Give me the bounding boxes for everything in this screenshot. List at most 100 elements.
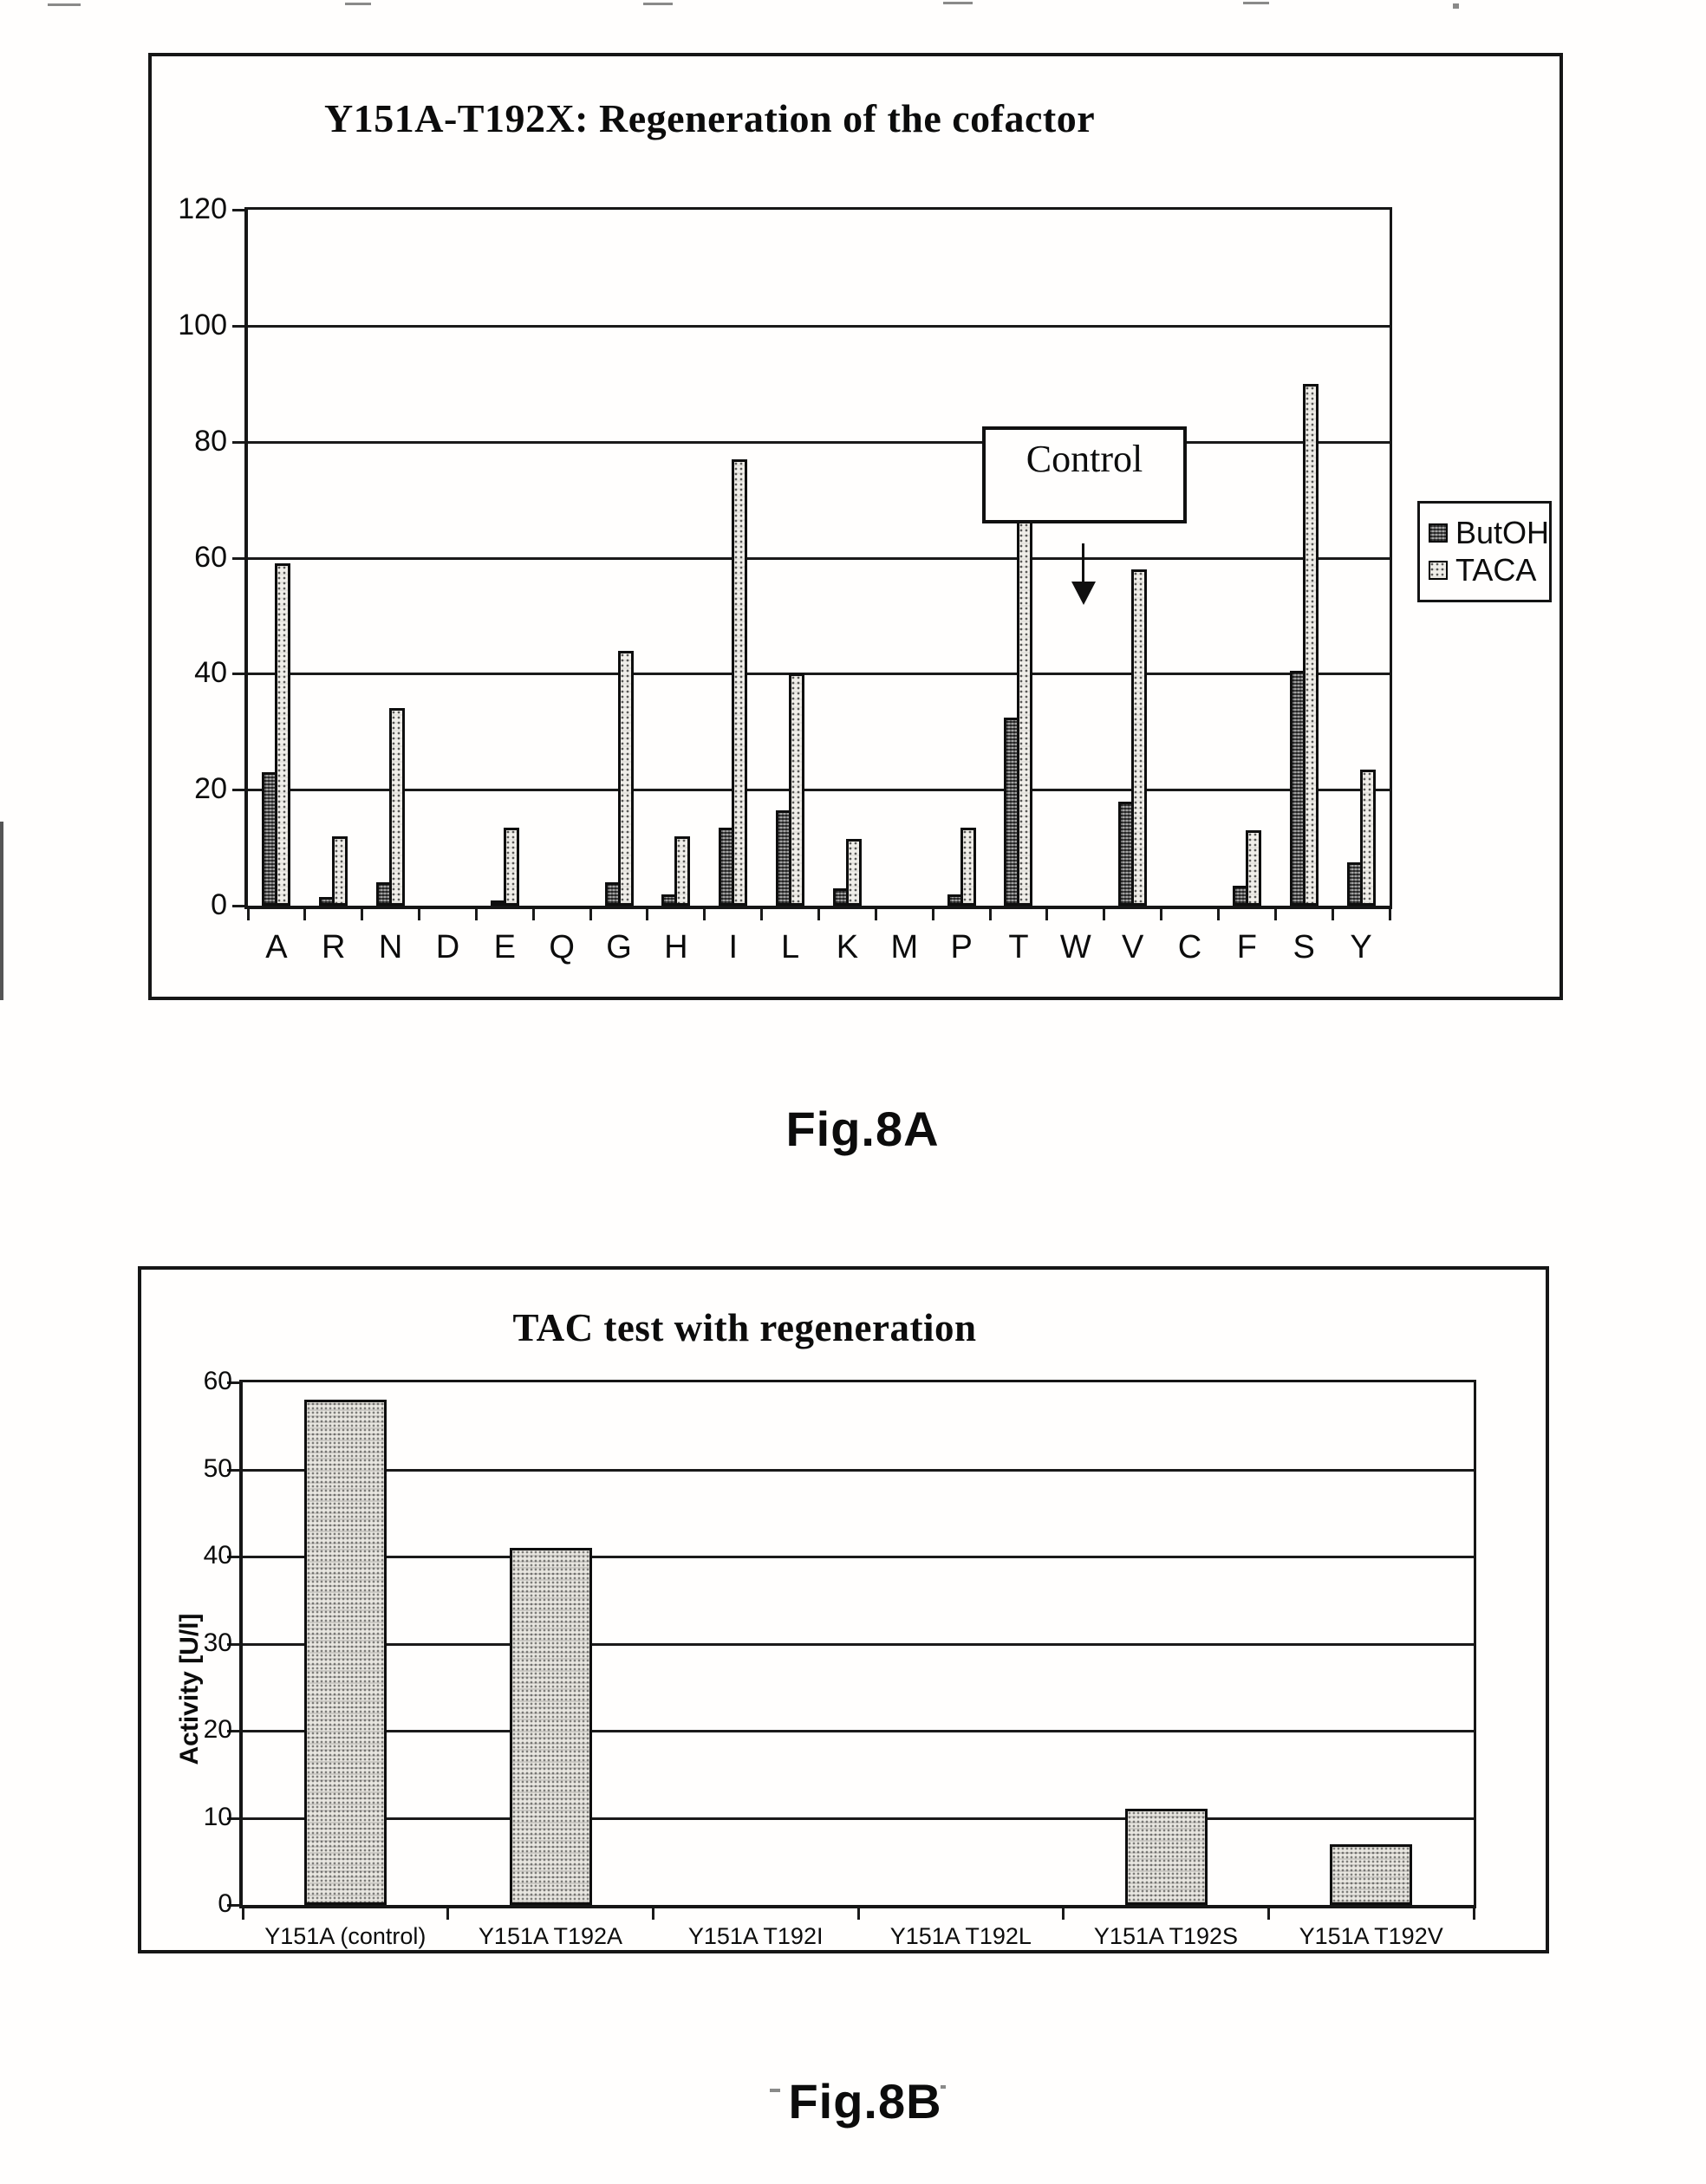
x-label-Y: Y [1350, 929, 1372, 965]
chart-a-title: Y151A-T192X: Regeneration of the cofacto… [324, 96, 1096, 140]
x-label-W: W [1059, 929, 1091, 965]
y-tick-label-10: 10 [203, 1802, 232, 1831]
scan-artifact [48, 3, 81, 6]
x-tick [1045, 909, 1049, 920]
y-tick-20 [232, 789, 244, 792]
y-tick-80 [232, 440, 244, 444]
x-label-K: K [836, 929, 859, 965]
chart-b-title: TAC test with regeneration [512, 1306, 977, 1349]
x-label-Q: Q [549, 929, 575, 965]
figure-8a-caption: Fig.8A [785, 1102, 940, 1156]
x-label-E: E [493, 929, 516, 965]
bar-TACA-V [1131, 569, 1148, 906]
x-tick [361, 909, 364, 920]
y-tick-100 [232, 324, 244, 328]
bar-TACA-A [275, 563, 291, 906]
x-tick [531, 909, 535, 920]
x-label-Y151A-T192I: Y151A T192I [687, 1923, 824, 1949]
x-label-Y151A-T192V: Y151A T192V [1299, 1923, 1443, 1949]
gridline-80 [248, 440, 1390, 444]
x-label-S: S [1293, 929, 1315, 965]
legend-item-butoh: ButOH [1429, 517, 1549, 549]
chart-a-plot-area: Control 0 20 40 60 80 100 120 A R N D E Q G H I L K M P T W V C… [178, 192, 1392, 965]
bar-TACA-H [674, 835, 691, 906]
x-tick [874, 909, 877, 920]
gridline-100 [248, 324, 1390, 328]
y-tick-40 [232, 673, 244, 676]
x-label-A: A [265, 929, 288, 965]
gridline-40 [243, 1556, 1474, 1558]
x-tick [418, 909, 421, 920]
x-tick [1216, 909, 1220, 920]
y-tick-label-100: 100 [178, 308, 227, 341]
y-tick-20 [227, 1730, 239, 1732]
bar-TACA-L [789, 673, 805, 906]
scan-artifact [941, 2085, 946, 2089]
scan-artifact [1243, 2, 1269, 4]
x-label-L: L [780, 929, 800, 965]
x-tick [1266, 1908, 1270, 1920]
x-tick [1103, 909, 1106, 920]
x-tick [856, 1908, 860, 1920]
bar-TACA-Y [1359, 769, 1376, 906]
y-tick-label-50: 50 [203, 1453, 232, 1483]
y-tick-label-20: 20 [194, 772, 227, 806]
legend-item-taca: TACA [1429, 555, 1549, 586]
figure-8b-caption: Fig.8B [788, 2074, 942, 2129]
x-label-Y151A-control: Y151A (control) [264, 1923, 426, 1949]
control-arrowhead-icon [1071, 582, 1096, 605]
x-tick [1160, 909, 1163, 920]
y-tick-label-30: 30 [203, 1628, 232, 1657]
x-tick [1331, 909, 1334, 920]
x-label-M: M [890, 929, 919, 965]
legend-label-taca: TACA [1455, 552, 1537, 588]
x-label-Y151A-T192L: Y151A T192L [889, 1923, 1032, 1949]
chart-b-plot-area: 0 10 20 30 40 50 60 Y151A (control) Y151A T192A Y… [204, 1367, 1476, 1949]
bar-TACA-R [332, 835, 348, 906]
scan-artifact [943, 2, 973, 4]
y-tick-10 [227, 1817, 239, 1820]
x-label-Y151A-T192S: Y151A T192S [1093, 1923, 1239, 1949]
gridline-20 [248, 789, 1390, 792]
y-tick-50 [227, 1468, 239, 1472]
scan-artifact [643, 3, 673, 5]
legend-rows: ButOH TACA [1429, 517, 1549, 586]
x-tick [760, 909, 764, 920]
gridline-60 [248, 556, 1390, 560]
x-label-I: I [728, 929, 738, 965]
x-tick [1388, 909, 1391, 920]
legend-swatch-taca-icon [1429, 561, 1448, 580]
y-tick-60 [232, 556, 244, 560]
y-tick-label-0: 0 [218, 1889, 232, 1918]
x-label-D: D [435, 929, 460, 965]
scan-artifact [1453, 3, 1459, 9]
control-annotation-box: Control [982, 426, 1187, 523]
chart-b-y-axis-title: Activity [U/l] [175, 1613, 204, 1765]
scan-artifact [345, 3, 371, 5]
x-tick [651, 1908, 654, 1920]
x-tick [988, 909, 992, 920]
y-tick-label-80: 80 [194, 424, 227, 458]
x-tick [703, 909, 706, 920]
y-tick-60 [227, 1381, 239, 1384]
legend-label-butoh: ButOH [1455, 515, 1550, 550]
x-label-P: P [950, 929, 973, 965]
x-label-Y151A-T192A: Y151A T192A [478, 1923, 623, 1949]
y-tick-label-40: 40 [194, 656, 227, 690]
control-arrow-icon [1082, 543, 1084, 583]
x-tick [589, 909, 592, 920]
y-tick-30 [227, 1642, 239, 1646]
y-tick-120 [232, 209, 244, 211]
y-tick-0 [227, 1904, 239, 1907]
x-label-F: F [1236, 929, 1257, 965]
legend: ButOH TACA [1417, 501, 1552, 602]
bar-TACA-E [503, 827, 519, 906]
y-tick-label-40: 40 [203, 1541, 232, 1570]
y-tick-label-0: 0 [211, 888, 227, 921]
y-tick-label-60: 60 [194, 540, 227, 574]
bar-value-Y151A-control [303, 1400, 387, 1905]
x-label-G: G [606, 929, 632, 965]
x-tick [246, 909, 250, 920]
y-tick-40 [227, 1556, 239, 1558]
